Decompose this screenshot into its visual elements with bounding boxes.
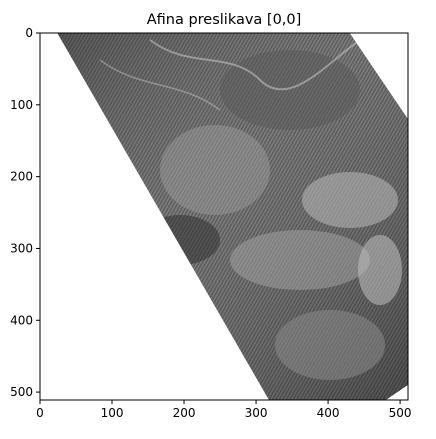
x-axis: 0 100 200 300 400 500 [36, 400, 412, 420]
y-tick-label: 200 [10, 170, 33, 184]
plot-area [39, 32, 409, 401]
x-tick-label: 200 [173, 406, 196, 420]
x-tick-label: 500 [389, 406, 412, 420]
x-tick-label: 0 [36, 406, 44, 420]
warped-image [57, 33, 408, 400]
x-tick-label: 300 [245, 406, 268, 420]
x-tick-label: 400 [317, 406, 340, 420]
y-tick-label: 100 [10, 98, 33, 112]
y-tick-label: 400 [10, 313, 33, 327]
y-tick-label: 300 [10, 241, 33, 255]
plot-title: Afina preslikava [0,0] [147, 12, 302, 28]
axes-frame [39, 32, 409, 401]
y-axis: 0 100 200 300 400 500 [10, 26, 40, 399]
y-tick-label: 0 [25, 26, 33, 40]
x-tick-label: 100 [101, 406, 124, 420]
y-tick-label: 500 [10, 385, 33, 399]
